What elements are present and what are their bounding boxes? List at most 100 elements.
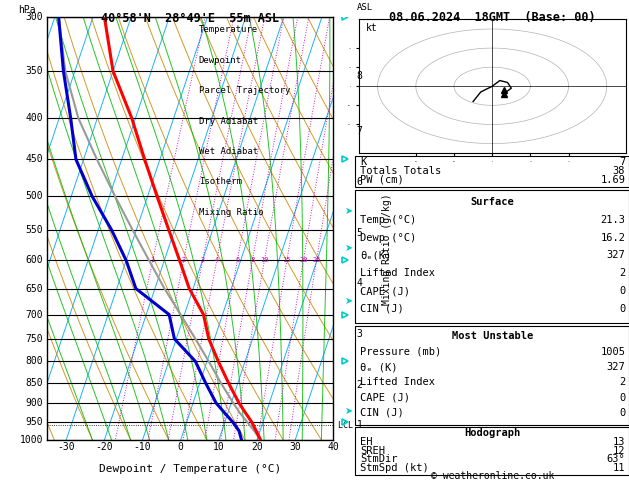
- Text: 40°58'N  28°49'E  55m ASL: 40°58'N 28°49'E 55m ASL: [101, 12, 279, 25]
- Text: 12: 12: [613, 446, 625, 455]
- Text: 900: 900: [25, 398, 43, 408]
- Text: 0: 0: [619, 304, 625, 314]
- Text: Dewpoint: Dewpoint: [199, 55, 242, 65]
- Text: Surface: Surface: [470, 197, 514, 207]
- Text: 327: 327: [606, 250, 625, 260]
- Text: Temp (°C): Temp (°C): [360, 215, 416, 225]
- Text: -10: -10: [134, 442, 152, 451]
- Text: Mixing Ratio (g/kg): Mixing Ratio (g/kg): [382, 194, 392, 305]
- Text: K: K: [360, 157, 367, 167]
- Text: 21.3: 21.3: [600, 215, 625, 225]
- Text: Parcel Trajectory: Parcel Trajectory: [199, 86, 290, 95]
- Text: 0: 0: [178, 442, 184, 451]
- Text: 600: 600: [25, 256, 43, 265]
- Text: -30: -30: [57, 442, 75, 451]
- Text: 5: 5: [357, 228, 362, 238]
- Text: 11: 11: [613, 463, 625, 473]
- Text: Totals Totals: Totals Totals: [360, 166, 442, 176]
- Text: hPa: hPa: [18, 5, 36, 15]
- Text: kt: kt: [366, 23, 378, 33]
- Text: 350: 350: [25, 66, 43, 76]
- Text: Dry Adiabat: Dry Adiabat: [199, 117, 258, 125]
- Text: CIN (J): CIN (J): [360, 304, 404, 314]
- Text: 0: 0: [619, 393, 625, 403]
- Text: 3: 3: [357, 329, 362, 339]
- Text: StmSpd (kt): StmSpd (kt): [360, 463, 429, 473]
- Text: ➤: ➤: [345, 296, 353, 306]
- Text: 6: 6: [357, 177, 362, 187]
- Text: PW (cm): PW (cm): [360, 175, 404, 185]
- Text: 1.69: 1.69: [600, 175, 625, 185]
- Text: 0: 0: [619, 286, 625, 296]
- Text: 500: 500: [25, 191, 43, 201]
- Text: 38: 38: [613, 166, 625, 176]
- Text: 300: 300: [25, 12, 43, 22]
- Text: 0: 0: [619, 408, 625, 418]
- Text: 650: 650: [25, 283, 43, 294]
- Text: 6: 6: [235, 258, 240, 263]
- Text: 850: 850: [25, 378, 43, 388]
- Text: ➤: ➤: [345, 243, 353, 253]
- Text: EH: EH: [360, 437, 373, 447]
- Text: 400: 400: [25, 113, 43, 123]
- Text: 327: 327: [606, 362, 625, 372]
- Text: Lifted Index: Lifted Index: [360, 268, 435, 278]
- Text: 2: 2: [357, 380, 362, 390]
- Text: 2: 2: [619, 268, 625, 278]
- Text: 13: 13: [613, 437, 625, 447]
- Text: 950: 950: [25, 417, 43, 427]
- Text: Dewp (°C): Dewp (°C): [360, 233, 416, 243]
- Text: 2: 2: [181, 258, 186, 263]
- Text: 550: 550: [25, 225, 43, 235]
- Text: LCL: LCL: [333, 421, 353, 430]
- Text: 1000: 1000: [19, 435, 43, 445]
- Text: 4: 4: [214, 258, 219, 263]
- Text: SREH: SREH: [360, 446, 386, 455]
- Text: ➤: ➤: [345, 406, 353, 416]
- Text: 20: 20: [299, 258, 308, 263]
- Text: 800: 800: [25, 356, 43, 366]
- Text: 1005: 1005: [600, 347, 625, 357]
- Text: 8: 8: [250, 258, 255, 263]
- Text: 63°: 63°: [606, 454, 625, 465]
- Text: 7: 7: [357, 126, 362, 136]
- Text: 10: 10: [213, 442, 225, 451]
- Text: 450: 450: [25, 155, 43, 164]
- Text: 3: 3: [201, 258, 205, 263]
- Text: Isotherm: Isotherm: [199, 177, 242, 187]
- Text: Most Unstable: Most Unstable: [452, 331, 533, 341]
- Text: CAPE (J): CAPE (J): [360, 393, 410, 403]
- Text: ➤: ➤: [345, 207, 353, 216]
- Text: Dewpoint / Temperature (°C): Dewpoint / Temperature (°C): [99, 464, 281, 474]
- Text: 1: 1: [150, 258, 155, 263]
- Text: Wet Adiabat: Wet Adiabat: [199, 147, 258, 156]
- Text: 1: 1: [357, 420, 362, 431]
- Text: 4: 4: [357, 278, 362, 288]
- Text: Hodograph: Hodograph: [464, 428, 520, 438]
- Text: StmDir: StmDir: [360, 454, 398, 465]
- Text: 750: 750: [25, 334, 43, 344]
- Text: 15: 15: [282, 258, 291, 263]
- Text: θₑ (K): θₑ (K): [360, 362, 398, 372]
- Text: θₑ(K): θₑ(K): [360, 250, 392, 260]
- Text: Lifted Index: Lifted Index: [360, 377, 435, 387]
- Text: 25: 25: [312, 258, 321, 263]
- Text: Mixing Ratio: Mixing Ratio: [199, 208, 264, 217]
- Text: CAPE (J): CAPE (J): [360, 286, 410, 296]
- Text: km
ASL: km ASL: [357, 0, 373, 12]
- Text: 10: 10: [260, 258, 269, 263]
- Text: 40: 40: [328, 442, 339, 451]
- Text: -20: -20: [96, 442, 113, 451]
- Text: 16.2: 16.2: [600, 233, 625, 243]
- Text: 2: 2: [619, 377, 625, 387]
- Text: 7: 7: [619, 157, 625, 167]
- Text: 8: 8: [357, 71, 362, 81]
- Text: 30: 30: [289, 442, 301, 451]
- Text: 20: 20: [251, 442, 263, 451]
- Text: Pressure (mb): Pressure (mb): [360, 347, 442, 357]
- Text: Temperature: Temperature: [199, 25, 258, 34]
- Text: CIN (J): CIN (J): [360, 408, 404, 418]
- Text: 08.06.2024  18GMT  (Base: 00): 08.06.2024 18GMT (Base: 00): [389, 11, 596, 24]
- Text: 700: 700: [25, 310, 43, 320]
- Text: © weatheronline.co.uk: © weatheronline.co.uk: [430, 471, 554, 481]
